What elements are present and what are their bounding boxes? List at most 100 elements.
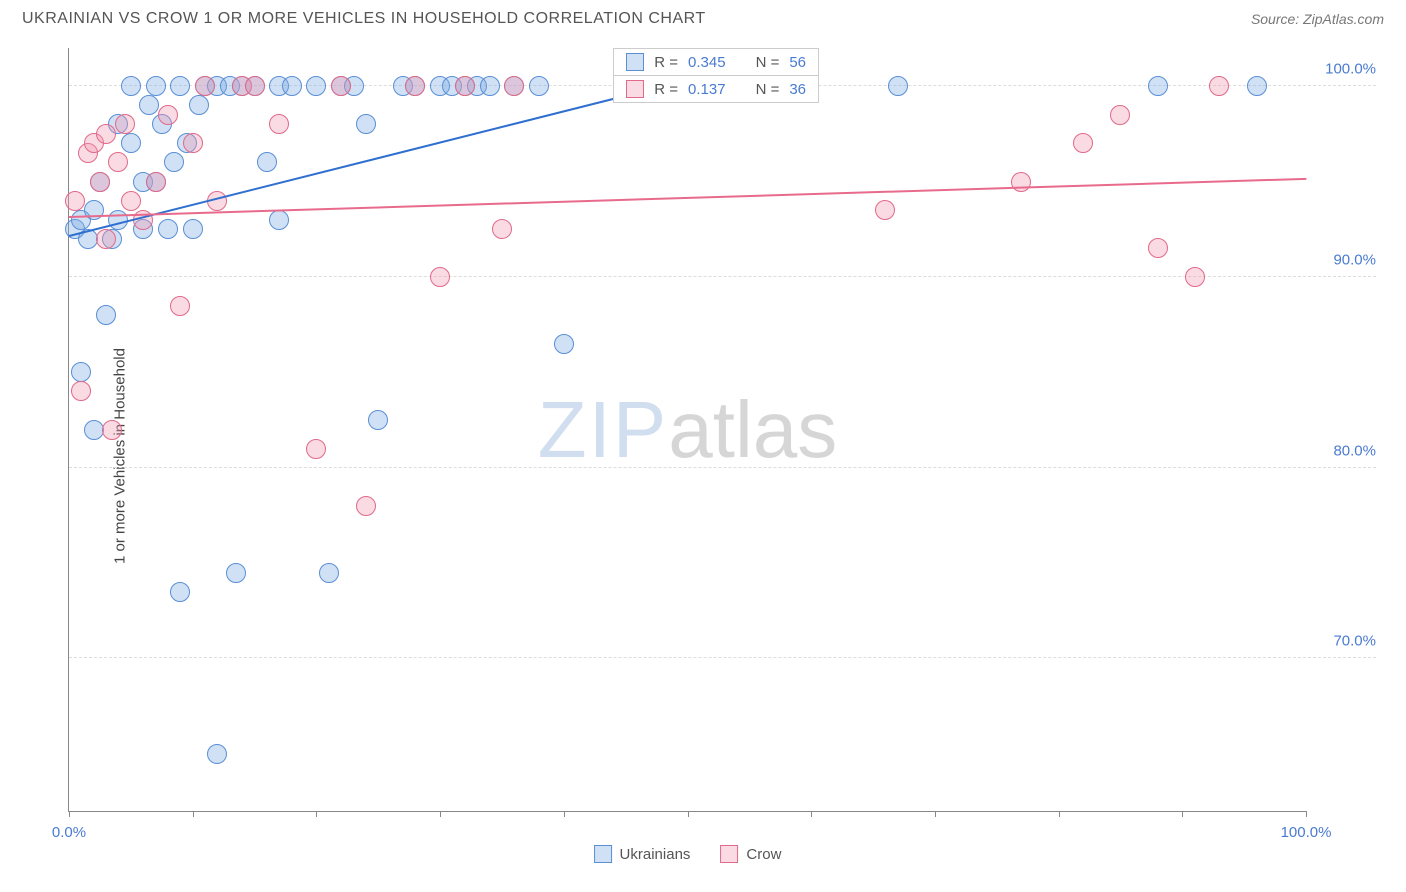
r-label: R = xyxy=(654,81,678,98)
data-point xyxy=(158,105,178,125)
data-point xyxy=(90,172,110,192)
data-point xyxy=(269,210,289,230)
gridline xyxy=(69,657,1376,658)
data-point xyxy=(282,76,302,96)
legend-item: Crow xyxy=(720,845,781,863)
legend-label: Ukrainians xyxy=(620,846,691,863)
data-point xyxy=(554,334,574,354)
data-point xyxy=(1247,76,1267,96)
y-tick-label: 100.0% xyxy=(1316,61,1376,78)
data-point xyxy=(96,229,116,249)
n-value: 56 xyxy=(789,54,806,71)
data-point xyxy=(65,191,85,211)
watermark-atlas: atlas xyxy=(668,385,837,474)
r-value: 0.345 xyxy=(688,54,726,71)
data-point xyxy=(170,582,190,602)
data-point xyxy=(1110,105,1130,125)
data-point xyxy=(183,219,203,239)
data-point xyxy=(71,381,91,401)
data-point xyxy=(183,133,203,153)
data-point xyxy=(226,563,246,583)
data-point xyxy=(121,76,141,96)
legend-swatch xyxy=(626,80,644,98)
x-tick xyxy=(1182,811,1183,817)
data-point xyxy=(1148,76,1168,96)
data-point xyxy=(121,191,141,211)
chart-title: UKRAINIAN VS CROW 1 OR MORE VEHICLES IN … xyxy=(22,10,706,28)
r-label: R = xyxy=(654,54,678,71)
x-tick xyxy=(935,811,936,817)
data-point xyxy=(96,305,116,325)
data-point xyxy=(71,362,91,382)
x-tick xyxy=(69,811,70,817)
data-point xyxy=(492,219,512,239)
data-point xyxy=(84,420,104,440)
data-point xyxy=(529,76,549,96)
data-point xyxy=(455,76,475,96)
gridline xyxy=(69,467,1376,468)
chart-container: 1 or more Vehicles in Household ZIPatlas… xyxy=(20,40,1386,872)
x-tick xyxy=(193,811,194,817)
data-point xyxy=(195,76,215,96)
data-point xyxy=(139,95,159,115)
data-point xyxy=(306,76,326,96)
header: UKRAINIAN VS CROW 1 OR MORE VEHICLES IN … xyxy=(0,0,1406,34)
data-point xyxy=(245,76,265,96)
r-value: 0.137 xyxy=(688,81,726,98)
data-point xyxy=(504,76,524,96)
data-point xyxy=(430,267,450,287)
n-value: 36 xyxy=(789,81,806,98)
x-tick xyxy=(1059,811,1060,817)
data-point xyxy=(368,410,388,430)
x-tick xyxy=(1306,811,1307,817)
data-point xyxy=(1148,238,1168,258)
plot-area: ZIPatlas R =0.345N =56R =0.137N =36 Ukra… xyxy=(68,48,1306,812)
legend-item: Ukrainians xyxy=(594,845,691,863)
data-point xyxy=(96,124,116,144)
data-point xyxy=(356,114,376,134)
data-point xyxy=(257,152,277,172)
data-point xyxy=(170,296,190,316)
legend-row: R = 0.345 N = 56 xyxy=(614,49,818,76)
data-point xyxy=(102,420,122,440)
y-tick-label: 80.0% xyxy=(1316,442,1376,459)
data-point xyxy=(888,76,908,96)
data-point xyxy=(146,172,166,192)
n-label: N = xyxy=(756,81,780,98)
y-tick-label: 70.0% xyxy=(1316,633,1376,650)
x-tick xyxy=(688,811,689,817)
legend-row: R = 0.137 N = 36 xyxy=(614,76,818,102)
legend-swatch xyxy=(626,53,644,71)
data-point xyxy=(875,200,895,220)
data-point xyxy=(306,439,326,459)
legend-swatch xyxy=(720,845,738,863)
series-legend: Ukrainians Crow xyxy=(594,845,782,863)
watermark: ZIPatlas xyxy=(538,384,837,476)
data-point xyxy=(121,133,141,153)
data-point xyxy=(115,114,135,134)
data-point xyxy=(108,152,128,172)
gridline xyxy=(69,276,1376,277)
n-label: N = xyxy=(756,54,780,71)
data-point xyxy=(146,76,166,96)
x-tick xyxy=(440,811,441,817)
data-point xyxy=(170,76,190,96)
x-tick xyxy=(316,811,317,817)
data-point xyxy=(158,219,178,239)
y-tick-label: 90.0% xyxy=(1316,251,1376,268)
data-point xyxy=(480,76,500,96)
data-point xyxy=(356,496,376,516)
data-point xyxy=(405,76,425,96)
correlation-legend: R = 0.345 N = 56 R = 0.137 N = 36 xyxy=(613,48,819,103)
legend-label: Crow xyxy=(746,846,781,863)
data-point xyxy=(319,563,339,583)
source-label: Source: ZipAtlas.com xyxy=(1251,11,1384,27)
data-point xyxy=(1073,133,1093,153)
x-tick xyxy=(811,811,812,817)
data-point xyxy=(164,152,184,172)
trend-line xyxy=(69,178,1306,218)
watermark-zip: ZIP xyxy=(538,385,668,474)
data-point xyxy=(269,114,289,134)
data-point xyxy=(331,76,351,96)
legend-swatch xyxy=(594,845,612,863)
